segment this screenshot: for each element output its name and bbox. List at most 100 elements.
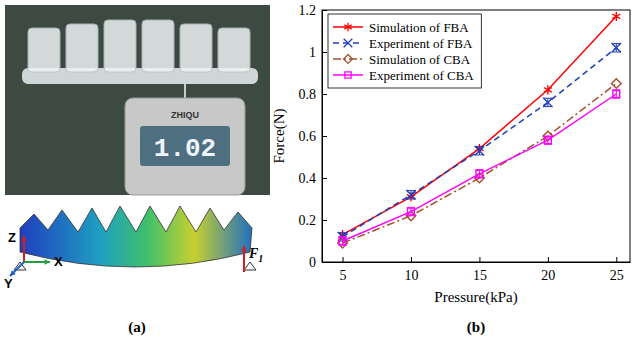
gripper-chamber	[28, 28, 60, 72]
series-line	[343, 94, 617, 241]
error-bar-cap	[407, 190, 415, 191]
legend-label: Experiment of FBA	[369, 36, 473, 51]
y-tick-label: 0.8	[299, 87, 317, 102]
axis-letter: Y	[4, 276, 13, 291]
series-marker	[612, 43, 621, 52]
y-axis-title: Force(N)	[271, 109, 288, 164]
x-tick-label: 10	[404, 268, 418, 283]
y-arrow	[10, 262, 24, 276]
legend-line	[333, 58, 363, 60]
error-bar-cap	[612, 43, 620, 44]
y-tick-mark	[322, 220, 327, 221]
y-tick-mark	[322, 52, 327, 53]
error-bar	[407, 207, 415, 215]
plot-background	[322, 10, 630, 262]
y-tick-label: 0	[309, 255, 316, 270]
panel-a: ZHIQU 1.02 X Y Z F1	[4, 5, 270, 291]
error-bar	[612, 44, 620, 52]
error-bar-cap	[544, 98, 552, 99]
y-tick-mark	[322, 94, 327, 95]
x-axis-title: Pressure(kPa)	[434, 289, 517, 306]
legend-label: Simulation of CBA	[369, 52, 471, 67]
error-bar-cap	[612, 52, 620, 53]
series-marker	[612, 12, 620, 21]
x-tick-mark	[548, 257, 549, 262]
x-tick-mark	[343, 257, 344, 262]
x-tick: 10	[404, 257, 418, 283]
series-marker	[339, 238, 346, 245]
x-tick: 5	[340, 257, 347, 283]
y-tick: 0.2	[299, 213, 328, 228]
y-axis: 0 0.2 0.4 0.6 0.8 1 1.2	[299, 3, 328, 270]
panel-b: 5 10 15 20 25 0 0.2 0.4 0.6 0.8 1 1.2 Pressure(kPa) F…	[271, 3, 631, 336]
force-arrow-head	[241, 246, 246, 251]
gripper-chamber	[142, 20, 174, 72]
legend-label: Experiment of CBA	[369, 68, 474, 83]
y-tick-mark	[322, 10, 327, 11]
legend-marker	[344, 55, 353, 64]
error-bar	[612, 90, 620, 98]
error-bar-cap	[475, 154, 483, 155]
force-subscript: 1	[258, 253, 263, 264]
error-bar	[475, 147, 483, 155]
series-marker	[611, 79, 621, 89]
gauge-hook	[184, 84, 186, 98]
series	[338, 79, 621, 248]
legend-box	[328, 14, 481, 88]
x-arrow-head	[45, 259, 50, 264]
gripper-chamber	[66, 24, 98, 72]
x-tick-label: 20	[541, 268, 555, 283]
legend: Simulation of FBAExperiment of FBASimula…	[328, 14, 481, 88]
x-tick-label: 5	[340, 268, 347, 283]
legend-marker	[344, 39, 353, 48]
force-label: F1	[248, 246, 263, 264]
axis-letter: X	[54, 254, 63, 269]
series-marker	[475, 146, 484, 155]
x-axis: 5 10 15 20 25	[323, 257, 631, 283]
x-tick-mark	[479, 257, 480, 262]
panel-label: (a)	[128, 319, 146, 336]
y-tick-mark	[322, 262, 327, 263]
y-tick-label: 1	[309, 45, 316, 60]
x-tick-label: 15	[473, 268, 487, 283]
legend-line	[333, 74, 363, 76]
error-bar	[407, 191, 415, 199]
error-bar	[544, 136, 552, 144]
legend-marker	[344, 23, 351, 31]
series-marker	[544, 85, 552, 94]
gauge-reading: 1.02	[154, 134, 216, 164]
y-tick-label: 0.4	[299, 171, 317, 186]
photo-background	[5, 5, 270, 195]
series-marker	[613, 91, 620, 98]
figure: ZHIQU1.02XYZF1(a)51015202500.20.40.60.81…	[0, 0, 639, 342]
y-tick-mark	[322, 178, 327, 179]
y-tick-label: 0.6	[299, 129, 317, 144]
series-line	[343, 84, 617, 244]
gauge-brand: ZHIQU	[171, 110, 199, 120]
y-tick: 1	[309, 45, 327, 60]
x-tick: 20	[541, 257, 555, 283]
legend-label: Simulation of FBA	[369, 20, 469, 35]
fem-support	[244, 262, 256, 270]
y-tick-mark	[322, 136, 327, 137]
y-tick-label: 1.2	[299, 3, 317, 18]
series-marker	[543, 98, 552, 107]
error-bar	[475, 170, 483, 178]
x-axis-line	[323, 262, 631, 263]
y-tick: 0.4	[299, 171, 328, 186]
series-marker	[408, 208, 415, 215]
y-tick: 0	[309, 255, 327, 270]
gripper-chamber	[180, 24, 212, 72]
x-tick-mark	[616, 257, 617, 262]
axis-letter: Z	[8, 230, 16, 245]
x-tick-label: 25	[610, 268, 624, 283]
y-tick: 1.2	[299, 3, 328, 18]
series-marker	[544, 137, 551, 144]
series	[339, 90, 621, 245]
y-tick: 0.8	[299, 87, 328, 102]
error-bar	[544, 98, 552, 106]
x-tick-mark	[411, 257, 412, 262]
y-tick-label: 0.2	[299, 213, 317, 228]
error-bar-cap	[407, 199, 415, 200]
force-letter: F	[248, 246, 259, 261]
